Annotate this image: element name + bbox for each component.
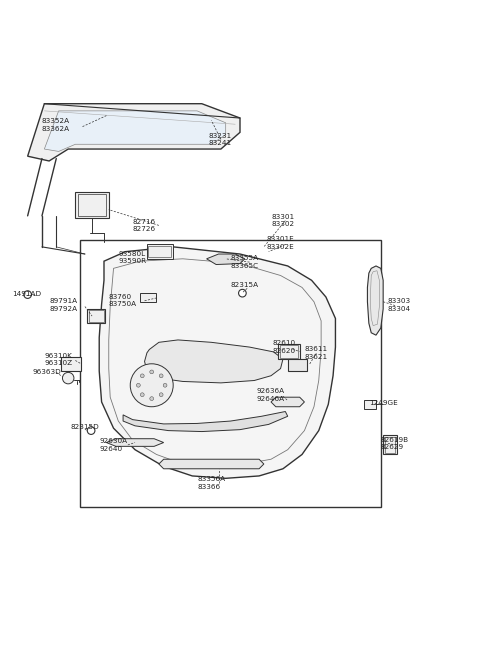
Circle shape	[140, 393, 144, 397]
Circle shape	[87, 427, 95, 434]
Text: 82610
82620: 82610 82620	[273, 340, 296, 354]
FancyBboxPatch shape	[87, 309, 106, 323]
Text: 96310K
96310Z: 96310K 96310Z	[44, 353, 72, 366]
Text: 1249GE: 1249GE	[369, 400, 397, 407]
FancyBboxPatch shape	[61, 357, 81, 371]
Polygon shape	[144, 340, 283, 383]
Polygon shape	[44, 111, 226, 152]
Polygon shape	[99, 247, 336, 478]
Text: 89791A
89792A: 89791A 89792A	[49, 298, 77, 312]
Text: 83231
83241: 83231 83241	[209, 133, 232, 146]
FancyBboxPatch shape	[288, 359, 307, 371]
Circle shape	[62, 373, 74, 384]
Text: 82315A: 82315A	[230, 282, 259, 288]
FancyBboxPatch shape	[278, 344, 300, 359]
FancyBboxPatch shape	[364, 400, 376, 409]
Text: 83301E
83302E: 83301E 83302E	[266, 236, 294, 250]
Polygon shape	[107, 439, 164, 446]
Text: 82619B
82629: 82619B 82629	[381, 437, 409, 450]
Text: 92636A
92646A: 92636A 92646A	[257, 388, 285, 401]
Circle shape	[159, 374, 163, 378]
Text: 93580L
93590R: 93580L 93590R	[118, 251, 146, 264]
Text: 83303
83304: 83303 83304	[388, 298, 411, 312]
FancyBboxPatch shape	[140, 293, 156, 302]
Text: 83356A
83366: 83356A 83366	[197, 476, 225, 490]
FancyBboxPatch shape	[383, 436, 396, 455]
Text: 82315D: 82315D	[71, 424, 99, 430]
Text: 83352A
83362A: 83352A 83362A	[42, 119, 70, 132]
Circle shape	[24, 291, 32, 298]
Circle shape	[140, 374, 144, 378]
Text: 83611
83621: 83611 83621	[304, 346, 327, 359]
Text: 82716
82726: 82716 82726	[132, 218, 156, 232]
Polygon shape	[159, 459, 264, 469]
Text: 1491AD: 1491AD	[12, 291, 41, 297]
Polygon shape	[206, 254, 245, 264]
FancyBboxPatch shape	[75, 192, 109, 218]
Polygon shape	[28, 104, 240, 161]
Circle shape	[130, 364, 173, 407]
Circle shape	[163, 383, 167, 387]
Polygon shape	[123, 411, 288, 432]
Text: 83760
83750A: 83760 83750A	[109, 294, 137, 307]
Circle shape	[136, 383, 140, 387]
Text: 92630A
92640: 92630A 92640	[99, 438, 127, 452]
Text: 83301
83302: 83301 83302	[271, 214, 294, 228]
Text: 83355A
83365C: 83355A 83365C	[230, 255, 259, 269]
Circle shape	[150, 370, 154, 374]
Polygon shape	[271, 397, 304, 407]
Circle shape	[239, 289, 246, 297]
FancyBboxPatch shape	[147, 245, 173, 259]
Polygon shape	[367, 266, 383, 335]
Text: 96363D: 96363D	[33, 369, 61, 375]
Circle shape	[150, 397, 154, 401]
Circle shape	[159, 393, 163, 397]
